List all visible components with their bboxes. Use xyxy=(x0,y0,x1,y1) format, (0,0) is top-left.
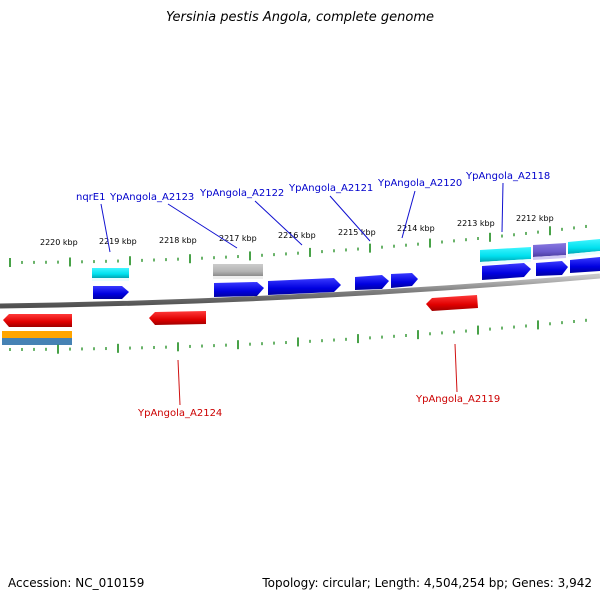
gene-arrow-forward[interactable] xyxy=(570,257,600,273)
gene-arrow-forward[interactable] xyxy=(482,263,531,280)
gene-leader-line xyxy=(254,200,303,246)
gene-label-ypangola-a2121: YpAngola_A2121 xyxy=(288,183,373,194)
gene-leader-line xyxy=(454,343,458,393)
gene-arrow-forward[interactable] xyxy=(536,261,568,276)
gene-leader-line xyxy=(167,203,238,249)
gene-arrow-forward[interactable] xyxy=(93,286,129,299)
scale-ticks-bottom xyxy=(9,318,587,354)
gene-arrow-forward[interactable] xyxy=(391,273,418,288)
genome-backbone xyxy=(0,273,600,309)
scale-label: 2217 kbp xyxy=(219,234,257,243)
gene-leader-line xyxy=(501,182,504,233)
topology-label: Topology: circular; Length: 4,504,254 bp… xyxy=(262,576,592,590)
gene-leader-line xyxy=(329,195,371,242)
gene-label-ypangola-a2122: YpAngola_A2122 xyxy=(199,188,284,199)
feature-bar[interactable] xyxy=(533,243,566,260)
gene-leader-line xyxy=(177,359,181,406)
gene-label-ypangola-a2119: YpAngola_A2119 xyxy=(415,394,500,405)
gene-arrow-reverse[interactable] xyxy=(149,311,206,325)
feature-bar[interactable] xyxy=(480,247,531,265)
scale-label: 2219 kbp xyxy=(99,237,137,246)
feature-bar[interactable] xyxy=(213,264,263,279)
gene-leader-line xyxy=(401,190,416,239)
gene-label-nqrE1: nqrE1 xyxy=(76,192,105,203)
scale-label: 2212 kbp xyxy=(516,214,554,223)
feature-bar[interactable] xyxy=(2,331,72,345)
feature-bar[interactable] xyxy=(568,239,600,257)
scale-label: 2216 kbp xyxy=(278,231,316,240)
gene-label-ypangola-a2124: YpAngola_A2124 xyxy=(137,408,222,419)
gene-label-ypangola-a2120: YpAngola_A2120 xyxy=(377,178,462,189)
map-title: Yersinia pestis Angola, complete genome xyxy=(166,10,434,25)
gene-arrow-reverse[interactable] xyxy=(426,295,478,311)
gene-arrow-reverse[interactable] xyxy=(3,314,72,327)
scale-ticks-top xyxy=(9,224,587,267)
gene-arrow-forward[interactable] xyxy=(268,278,341,295)
accession-label: Accession: NC_010159 xyxy=(8,576,145,590)
gene-arrow-forward[interactable] xyxy=(214,282,264,297)
feature-bar[interactable] xyxy=(92,268,129,281)
gene-label-ypangola-a2118: YpAngola_A2118 xyxy=(465,171,550,182)
scale-label: 2215 kbp xyxy=(338,228,376,237)
gene-leader-line xyxy=(100,203,111,253)
scale-label: 2214 kbp xyxy=(397,224,435,233)
scale-label: 2218 kbp xyxy=(159,236,197,245)
scale-label: 2213 kbp xyxy=(457,219,495,228)
gene-arrow-forward[interactable] xyxy=(355,275,389,290)
scale-label: 2220 kbp xyxy=(40,238,78,247)
gene-label-ypangola-a2123: YpAngola_A2123 xyxy=(109,192,194,203)
